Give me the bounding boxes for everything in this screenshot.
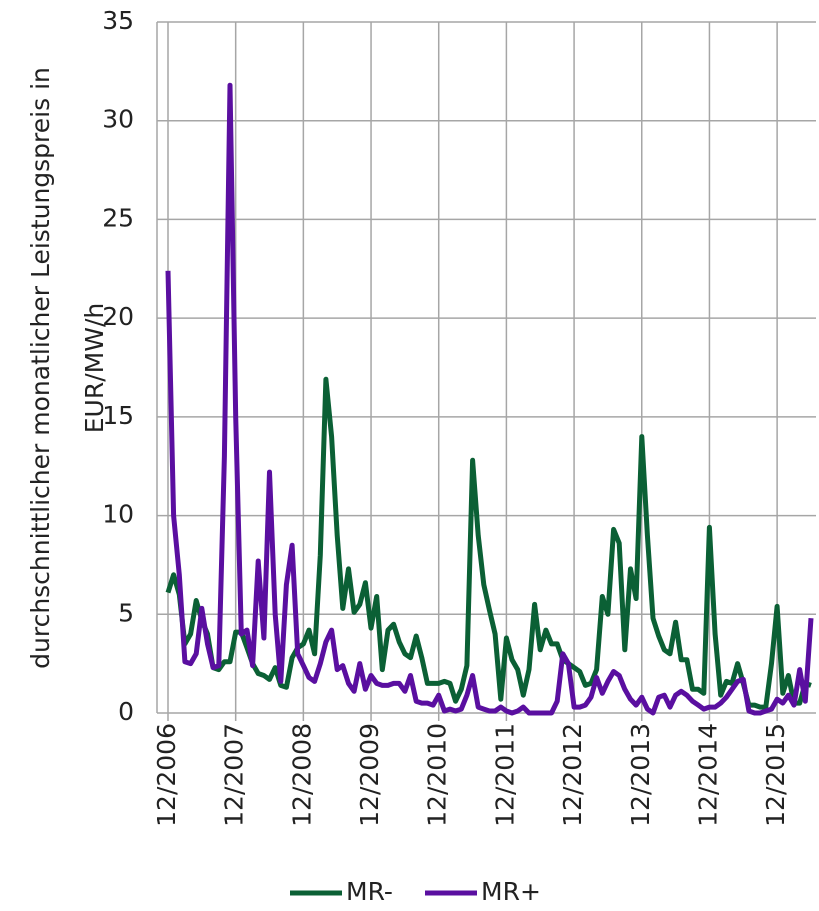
x-tick-label: 12/2007 [220, 723, 249, 827]
y-tick-label: 35 [102, 6, 134, 35]
x-tick-label: 12/2009 [355, 723, 384, 827]
x-tick-label: 12/2013 [626, 723, 655, 827]
y-tick-label: 10 [102, 500, 134, 529]
x-tick-label: 12/2015 [761, 723, 790, 827]
y-tick-label: 20 [102, 302, 134, 331]
y-tick-label: 25 [102, 203, 134, 232]
y-tick-label: 5 [118, 598, 134, 627]
y-axis-title: EUR/MW/h [80, 303, 109, 433]
legend-label: MR- [346, 877, 393, 906]
legend-label: MR+ [481, 877, 541, 906]
series-line [165, 82, 814, 716]
x-tick-label: 12/2014 [693, 723, 722, 827]
x-tick-label: 12/2011 [490, 723, 519, 827]
x-tick-label: 12/2006 [152, 723, 181, 827]
x-tick-label: 12/2010 [423, 723, 452, 827]
x-tick-label: 12/2008 [287, 723, 316, 827]
y-tick-label: 30 [102, 105, 134, 134]
y-tick-label: 15 [102, 401, 134, 430]
y-axis-title: durchschnittlicher monatlicher Leistungs… [26, 67, 55, 669]
series-line [165, 376, 812, 710]
y-tick-label: 0 [118, 697, 134, 726]
x-tick-label: 12/2012 [558, 723, 587, 827]
